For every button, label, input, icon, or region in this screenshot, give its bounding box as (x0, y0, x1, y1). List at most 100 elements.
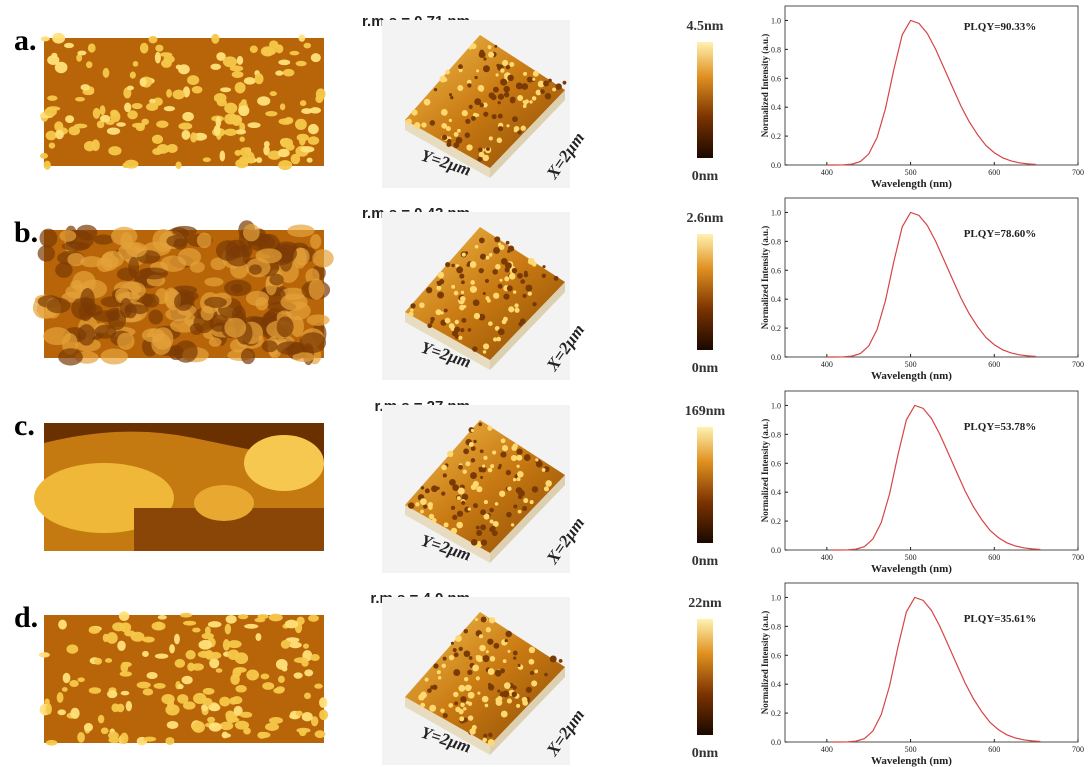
afm-3d-peak (527, 77, 533, 83)
afm-grain (180, 613, 192, 618)
afm-grain (178, 64, 190, 74)
afm-3d-peak (481, 539, 487, 545)
afm-3d-peak (471, 539, 478, 546)
afm-3d-peak (504, 276, 509, 281)
afm-3d-peak (421, 486, 424, 489)
afm-grain (47, 55, 59, 65)
afm-3d-peak (443, 473, 447, 477)
afm-3d-peak (552, 88, 556, 92)
afm-grain (94, 234, 114, 244)
afm-grain (210, 652, 222, 659)
afm-grain (304, 669, 313, 676)
afm-3d-peak (441, 465, 447, 471)
afm-3d-peak (441, 123, 447, 129)
panel-label: a. (14, 24, 37, 57)
afm-3d-peak (542, 265, 545, 268)
afm-3d-peak (437, 281, 440, 284)
afm-grain (167, 699, 174, 711)
afm-3d-peak (477, 157, 482, 162)
afm-3d-peak (544, 673, 548, 677)
afm-3d-peak (518, 510, 522, 514)
afm-grain (108, 146, 121, 155)
afm-3d-peak (465, 685, 471, 691)
y-tick-label: 0.2 (771, 132, 781, 141)
afm-3d-peak (495, 502, 499, 506)
afm-grain (224, 129, 237, 136)
x-tick-label: 500 (905, 168, 917, 177)
afm-3d-peak (497, 696, 502, 701)
afm-3d-peak (442, 135, 447, 140)
afm-grain (279, 118, 293, 125)
afm-3d-peak (497, 138, 502, 143)
afm-3d-peak (479, 469, 482, 472)
afm-3d-peak (490, 520, 494, 524)
afm-grain (78, 324, 96, 346)
x-tick-label: 700 (1072, 553, 1084, 562)
afm-grain (278, 676, 285, 683)
afm-3d-peak (511, 523, 514, 526)
afm-3d-peak (486, 147, 490, 151)
afm-grain (211, 34, 219, 44)
afm-3d-peak (548, 79, 552, 83)
afm-3d-peak (457, 511, 463, 517)
afm-3d-peak (461, 501, 465, 505)
afm-image (34, 423, 324, 551)
y-tick-label: 1.0 (771, 16, 781, 25)
afm-grain (310, 234, 321, 249)
afm-3d-peak (503, 86, 510, 93)
afm-3d-peak (429, 705, 436, 712)
afm-grain (228, 650, 240, 660)
afm-grain (49, 142, 55, 148)
afm-3d-peak (517, 95, 523, 101)
afm-3d-peak (525, 285, 532, 292)
afm-3d-peak (513, 651, 518, 656)
afm-grain (278, 160, 292, 170)
afm-3d-peak (472, 346, 477, 351)
afm-3d-peak (443, 657, 447, 661)
afm-grain (66, 644, 78, 653)
x-tick-label: 600 (988, 553, 1000, 562)
afm-grain (67, 253, 84, 266)
afm-grain (232, 71, 244, 78)
afm-3d-peak (520, 279, 525, 284)
afm-3d-peak (425, 488, 430, 493)
afm-3d-peak (512, 116, 518, 122)
afm-grain (77, 677, 84, 682)
x-tick-label: 700 (1072, 360, 1084, 369)
afm-3d-peak (520, 318, 526, 324)
afm-3d-peak (486, 627, 491, 632)
afm-grain (216, 116, 222, 127)
afm-grain (52, 33, 65, 44)
panel-row: a.r.m.s = 0.71 nmY=2μmX=2μm4.5nm0nm (14, 13, 724, 188)
afm-grain (308, 124, 319, 134)
afm-grain (307, 158, 313, 163)
afm-grain (269, 717, 283, 724)
afm-grain (117, 333, 134, 350)
afm-3d-peak (440, 311, 443, 314)
afm-grain (299, 34, 306, 41)
afm-grain (262, 682, 274, 690)
afm-3d-peak (496, 64, 499, 67)
afm-3d-peak (483, 112, 488, 117)
afm-3d-peak (489, 253, 493, 257)
afm-grain (235, 129, 246, 134)
afm-3d-peak (467, 83, 471, 87)
afm-grain (269, 614, 283, 622)
afm-3d-peak (521, 126, 526, 131)
afm-grain (209, 337, 222, 347)
afm-grain (101, 727, 109, 734)
afm-3d-peak (536, 461, 543, 468)
afm-3d-peak (488, 739, 495, 746)
afm-grain (255, 73, 264, 84)
colorbar (697, 234, 713, 350)
afm-3d-peak (496, 73, 499, 76)
afm-3d-peak (410, 308, 414, 312)
afm-grain (240, 712, 252, 718)
afm-3d-peak (507, 487, 511, 491)
afm-3d-peak (476, 676, 480, 680)
afm-3d-peak (507, 698, 512, 703)
afm-3d-peak (478, 657, 483, 662)
afm-3d-peak (511, 455, 517, 461)
afm-3d-peak (406, 119, 412, 125)
afm-grain (235, 721, 249, 730)
